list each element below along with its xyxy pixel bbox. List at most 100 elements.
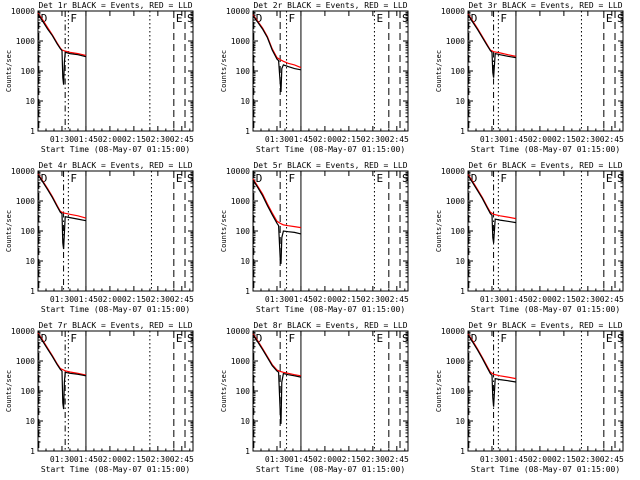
x-tick-label: 01:30 <box>480 295 504 304</box>
x-tick-label: 02:00 <box>313 455 337 464</box>
x-tick-label: 02:15 <box>552 135 576 144</box>
x-tick-label: 01:45 <box>74 295 98 304</box>
x-tick-label: 02:45 <box>385 135 409 144</box>
x-tick-label: 02:45 <box>600 455 624 464</box>
y-tick-label: 10000 <box>441 167 465 176</box>
x-axis-title: Start Time (08-May-07 01:15:00) <box>471 145 620 154</box>
event-marker-label: F <box>289 172 296 185</box>
x-tick-label: 01:45 <box>504 455 528 464</box>
y-axis-title: Counts/sec <box>5 210 13 252</box>
x-tick-label: 01:45 <box>289 135 313 144</box>
plot-frame <box>252 330 409 452</box>
y-tick-label: 1000 <box>231 197 250 206</box>
plot-frame <box>37 170 194 292</box>
x-tick-label: 01:30 <box>480 455 504 464</box>
x-tick-label: 02:00 <box>313 135 337 144</box>
x-axis-title: Start Time (08-May-07 01:15:00) <box>41 305 190 314</box>
y-tick-label: 10 <box>240 417 250 426</box>
event-marker-label: D <box>256 12 263 25</box>
x-tick-label: 02:30 <box>361 455 385 464</box>
x-tick-label: 02:00 <box>98 135 122 144</box>
event-marker-label: S <box>402 172 409 185</box>
y-axis-title: Counts/sec <box>220 370 228 412</box>
panel-title: Det 5r BLACK = Events, RED = LLD <box>253 161 407 170</box>
panel-title: Det 8r BLACK = Events, RED = LLD <box>253 321 407 330</box>
y-tick-label: 1000 <box>16 197 35 206</box>
plot-frame <box>252 170 409 292</box>
x-tick-label: 01:45 <box>504 135 528 144</box>
x-tick-label: 02:30 <box>146 295 170 304</box>
event-marker-label: E <box>376 332 383 345</box>
y-tick-label: 1 <box>30 127 35 136</box>
x-tick-label: 01:30 <box>265 135 289 144</box>
plot-frame <box>37 10 194 132</box>
x-tick-label: 01:30 <box>50 455 74 464</box>
plot-frame <box>252 10 409 132</box>
y-tick-label: 10 <box>455 417 465 426</box>
x-tick-label: 02:00 <box>98 295 122 304</box>
y-tick-label: 10 <box>25 257 35 266</box>
series-line-events <box>467 14 516 78</box>
x-tick-label: 02:00 <box>98 455 122 464</box>
x-axis-title: Start Time (08-May-07 01:15:00) <box>256 465 405 474</box>
series-line-events <box>467 334 516 407</box>
y-tick-label: 100 <box>451 227 466 236</box>
panel-det-1: 1 10 100 1000 10000 01:30 01:45 02:00 02:15 02:30… <box>5 1 194 154</box>
event-marker-label: E <box>606 12 613 25</box>
y-tick-label: 10000 <box>11 167 35 176</box>
event-marker-label: F <box>500 172 507 185</box>
x-tick-label: 02:30 <box>576 295 600 304</box>
event-marker-label: F <box>500 12 507 25</box>
series-line-events <box>37 333 87 410</box>
x-tick-label: 01:30 <box>50 295 74 304</box>
event-marker-label: F <box>289 332 296 345</box>
series-line-events <box>252 179 302 264</box>
plot-frame <box>37 330 194 452</box>
x-tick-label: 02:45 <box>385 455 409 464</box>
x-axis-title: Start Time (08-May-07 01:15:00) <box>471 465 620 474</box>
y-tick-label: 100 <box>21 67 36 76</box>
panel-title: Det 2r BLACK = Events, RED = LLD <box>253 1 407 10</box>
x-tick-label: 01:45 <box>289 455 313 464</box>
event-marker-label: S <box>187 332 194 345</box>
plot-frame <box>467 170 624 292</box>
x-tick-label: 01:30 <box>265 295 289 304</box>
x-tick-label: 02:00 <box>528 295 552 304</box>
event-marker-label: S <box>402 12 409 25</box>
event-marker-label: D <box>471 12 478 25</box>
x-tick-label: 02:15 <box>337 455 361 464</box>
event-marker-label: D <box>41 12 48 25</box>
series-line-events <box>467 175 516 243</box>
y-axis-title: Counts/sec <box>5 370 13 412</box>
x-tick-label: 01:30 <box>480 135 504 144</box>
x-tick-label: 02:30 <box>361 295 385 304</box>
y-tick-label: 10 <box>455 257 465 266</box>
event-marker-label: F <box>289 12 296 25</box>
x-tick-label: 02:30 <box>361 135 385 144</box>
event-marker-label: E <box>176 332 183 345</box>
y-tick-label: 10 <box>240 97 250 106</box>
panel-det-7: 1 10 100 1000 10000 01:30 01:45 02:00 02:15 02:30… <box>5 321 194 474</box>
series-line-events <box>252 15 302 93</box>
panel-det-5: 1 10 100 1000 10000 01:30 01:45 02:00 02:15 02:30… <box>220 161 409 314</box>
y-tick-label: 10 <box>25 417 35 426</box>
x-axis-title: Start Time (08-May-07 01:15:00) <box>256 305 405 314</box>
panel-det-3: 1 10 100 1000 10000 01:30 01:45 02:00 02:15 02:30… <box>435 1 624 154</box>
event-marker-label: S <box>187 172 194 185</box>
y-tick-label: 100 <box>451 387 466 396</box>
event-marker-label: S <box>402 332 409 345</box>
x-tick-label: 01:45 <box>74 455 98 464</box>
y-tick-label: 10000 <box>226 167 250 176</box>
panel-title: Det 3r BLACK = Events, RED = LLD <box>468 1 622 10</box>
event-marker-label: F <box>70 12 77 25</box>
y-tick-label: 10000 <box>441 7 465 16</box>
y-tick-label: 1000 <box>231 357 250 366</box>
x-tick-label: 02:30 <box>576 135 600 144</box>
event-marker-label: F <box>70 172 77 185</box>
y-tick-label: 1 <box>245 127 250 136</box>
y-tick-label: 100 <box>236 67 251 76</box>
panel-det-9: 1 10 100 1000 10000 01:30 01:45 02:00 02:15 02:30… <box>435 321 624 474</box>
x-tick-label: 02:45 <box>600 135 624 144</box>
y-tick-label: 10000 <box>226 327 250 336</box>
